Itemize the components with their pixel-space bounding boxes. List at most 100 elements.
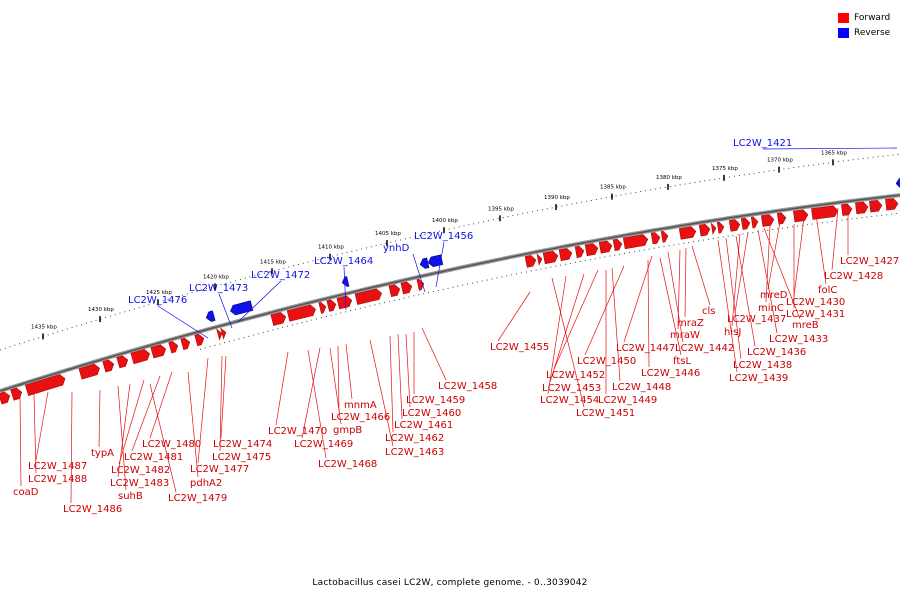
- forward-label-leader: [405, 333, 411, 408]
- forward-label-leader: [684, 247, 687, 318]
- tick-label: 1435 kbp: [31, 324, 57, 330]
- forward-gene-label: gmpB: [333, 425, 362, 436]
- forward-gene: [542, 250, 559, 265]
- forward-gene-label: mnmA: [344, 400, 377, 411]
- reverse-gene: [230, 300, 254, 316]
- forward-label-leader: [757, 229, 778, 334]
- forward-label-leader: [117, 383, 131, 478]
- forward-gene-label: ftsL: [673, 356, 691, 367]
- tick-label: 1380 kbp: [656, 175, 682, 181]
- forward-gene: [400, 281, 413, 295]
- forward-label-leader: [611, 267, 621, 382]
- forward-label-leader: [70, 391, 73, 504]
- reverse-label-leader: [412, 253, 426, 293]
- forward-label-leader: [551, 277, 585, 408]
- forward-gene-label: LC2W_1468: [318, 459, 377, 470]
- forward-gene: [102, 359, 115, 373]
- forward-gene: [793, 209, 809, 223]
- forward-gene-label: LC2W_1437: [727, 314, 786, 325]
- forward-gene-label: LC2W_1438: [733, 360, 792, 371]
- forward-label-leader: [549, 273, 585, 383]
- forward-label-leader: [197, 357, 209, 464]
- forward-gene-label: LC2W_1436: [747, 347, 806, 358]
- forward-gene: [194, 333, 205, 347]
- forward-gene-label: LC2W_1460: [402, 408, 461, 419]
- forward-gene-label: LC2W_1466: [331, 412, 390, 423]
- forward-gene-label: mraZ: [677, 318, 704, 329]
- ruler-dots-bottom: [199, 212, 900, 350]
- forward-gene-label: LC2W_1479: [168, 493, 227, 504]
- forward-label-leader: [33, 393, 37, 474]
- forward-label-leader: [219, 355, 223, 452]
- forward-gene: [612, 238, 623, 251]
- forward-label-leader: [220, 355, 227, 439]
- forward-label-leader: [497, 291, 531, 342]
- forward-gene: [116, 355, 129, 369]
- genome-backbone: [0, 194, 900, 392]
- forward-label-leader: [734, 231, 749, 314]
- forward-gene: [326, 299, 337, 312]
- forward-label-leader: [831, 207, 839, 271]
- forward-gene: [622, 234, 649, 250]
- forward-gene: [130, 349, 150, 365]
- forward-gene: [760, 214, 775, 227]
- reverse-swatch: [838, 27, 849, 38]
- forward-label-leader: [731, 233, 741, 327]
- forward-gene: [216, 328, 223, 341]
- reverse-gene-label: LC2W_1456: [414, 231, 473, 242]
- forward-gene: [168, 341, 179, 354]
- forward-label-leader: [647, 259, 650, 368]
- forward-gene-label: LC2W_1486: [63, 504, 122, 515]
- forward-gene-label: LC2W_1446: [641, 368, 700, 379]
- forward-gene-label: LC2W_1449: [598, 395, 657, 406]
- forward-gene-label: mreD: [760, 290, 788, 301]
- forward-label-leader: [307, 349, 327, 459]
- forward-gene: [869, 199, 883, 213]
- forward-gene: [776, 212, 787, 225]
- forward-gene-label: LC2W_1452: [546, 370, 605, 381]
- forward-label-leader: [735, 235, 756, 347]
- forward-label-leader: [793, 217, 805, 297]
- reverse-gene-label: LC2W_1476: [128, 295, 187, 306]
- forward-gene: [416, 278, 425, 291]
- tick-label: 1400 kbp: [432, 218, 458, 224]
- tick-label: 1390 kbp: [544, 195, 570, 201]
- forward-gene: [558, 248, 573, 262]
- forward-label-leader: [765, 225, 771, 303]
- forward-gene-label: LC2W_1454: [540, 395, 599, 406]
- reverse-gene-label: LC2W_1472: [251, 270, 310, 281]
- forward-gene-label: LC2W_1459: [406, 395, 465, 406]
- forward-gene-label: LC2W_1463: [385, 447, 444, 458]
- forward-label-leader: [547, 275, 567, 395]
- forward-gene-label: LC2W_1475: [212, 452, 271, 463]
- reverse-label-leader: [762, 147, 898, 150]
- forward-gene: [650, 232, 661, 245]
- forward-gene-label: LC2W_1481: [124, 452, 183, 463]
- tick-label: 1420 kbp: [203, 274, 229, 280]
- forward-gene: [336, 295, 353, 310]
- forward-gene: [150, 344, 167, 359]
- forward-gene: [885, 198, 899, 211]
- reverse-gene: [895, 177, 900, 189]
- legend-label-forward: Forward: [854, 12, 891, 23]
- forward-label-leader: [584, 265, 625, 356]
- forward-gene: [180, 337, 191, 351]
- forward-label-leader: [421, 327, 447, 381]
- forward-gene: [811, 205, 839, 220]
- tick-label: 1370 kbp: [767, 158, 793, 164]
- forward-label-leader: [149, 383, 177, 493]
- forward-label-leader: [659, 257, 682, 356]
- legend: Forward Reverse: [838, 10, 900, 40]
- tick-label: 1405 kbp: [375, 231, 401, 237]
- forward-gene: [855, 201, 869, 215]
- forward-gene: [354, 288, 382, 305]
- legend-item-forward: Forward: [838, 10, 900, 25]
- forward-gene-label: coaD: [13, 487, 39, 498]
- reverse-gene-label: ynhD: [383, 243, 410, 254]
- forward-gene: [716, 221, 725, 234]
- forward-label-leader: [19, 395, 22, 487]
- forward-gene: [678, 226, 697, 240]
- forward-gene: [10, 387, 23, 401]
